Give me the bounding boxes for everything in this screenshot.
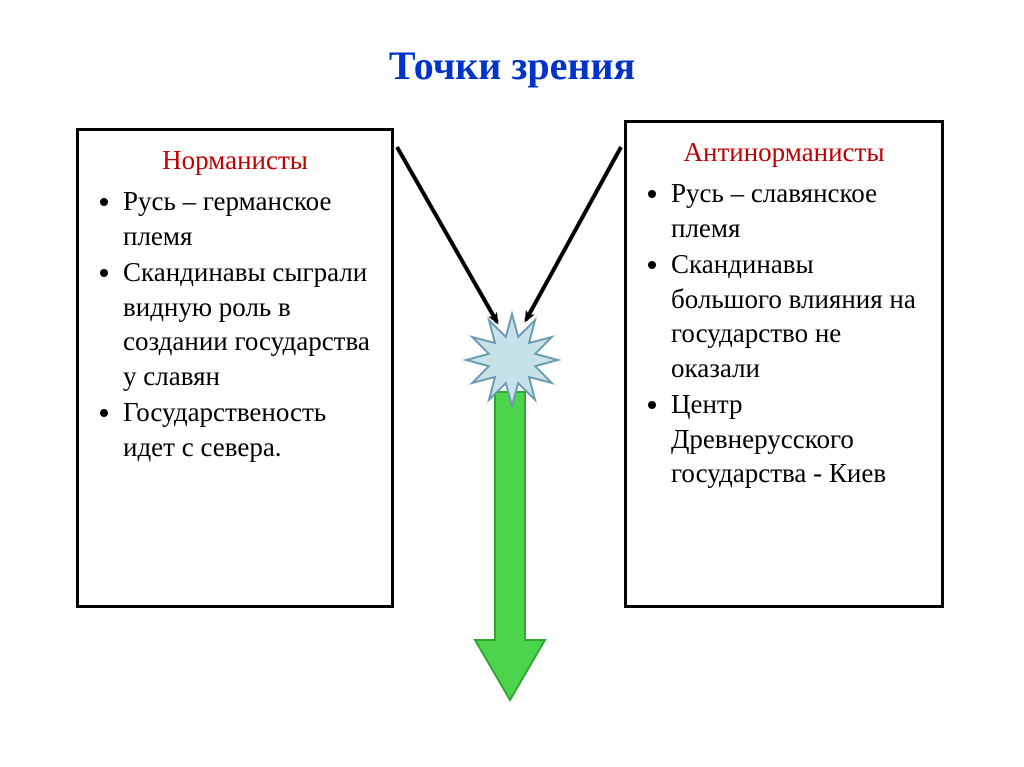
left-box: Норманисты Русь – германское племяСканди…	[76, 128, 394, 608]
starburst-icon	[466, 314, 558, 406]
list-item: Скандинавы сыграли видную роль в создани…	[123, 255, 373, 393]
right-box-heading: Антинорманисты	[645, 137, 923, 168]
list-item: Русь – германское племя	[123, 184, 373, 253]
list-item: Центр Древнерусского государства - Киев	[671, 387, 923, 491]
converge-left-arrow	[397, 147, 497, 322]
left-box-heading: Норманисты	[97, 145, 373, 176]
right-box: Антинорманисты Русь – славянское племяСк…	[624, 120, 944, 608]
down-arrow	[475, 392, 545, 700]
slide-title: Точки зрения	[0, 42, 1024, 89]
list-item: Скандинавы большого влияния на государст…	[671, 247, 923, 385]
list-item: Русь – славянское племя	[671, 176, 923, 245]
converge-right-arrow	[526, 147, 621, 320]
list-item: Государственость идет с севера.	[123, 395, 373, 464]
right-box-list: Русь – славянское племяСкандинавы большо…	[645, 176, 923, 491]
left-box-list: Русь – германское племяСкандинавы сыграл…	[97, 184, 373, 464]
